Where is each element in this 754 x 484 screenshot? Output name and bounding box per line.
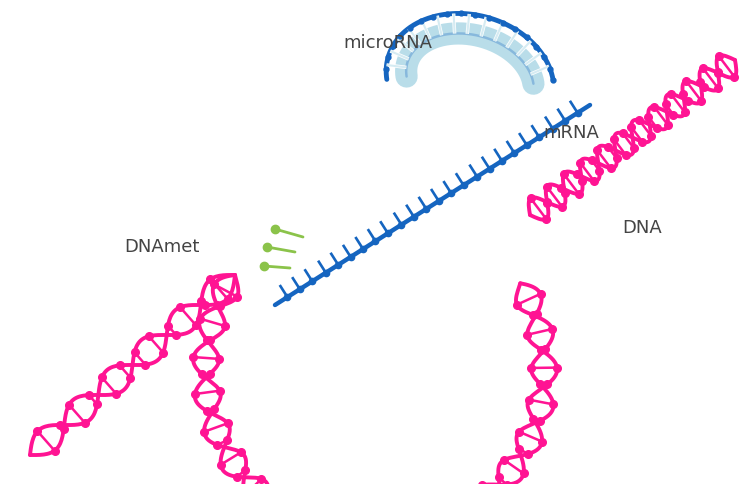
Text: DNA: DNA: [622, 219, 662, 237]
Text: DNAmet: DNAmet: [124, 238, 200, 256]
Text: microRNA: microRNA: [344, 34, 433, 52]
Text: mRNA: mRNA: [543, 124, 599, 142]
